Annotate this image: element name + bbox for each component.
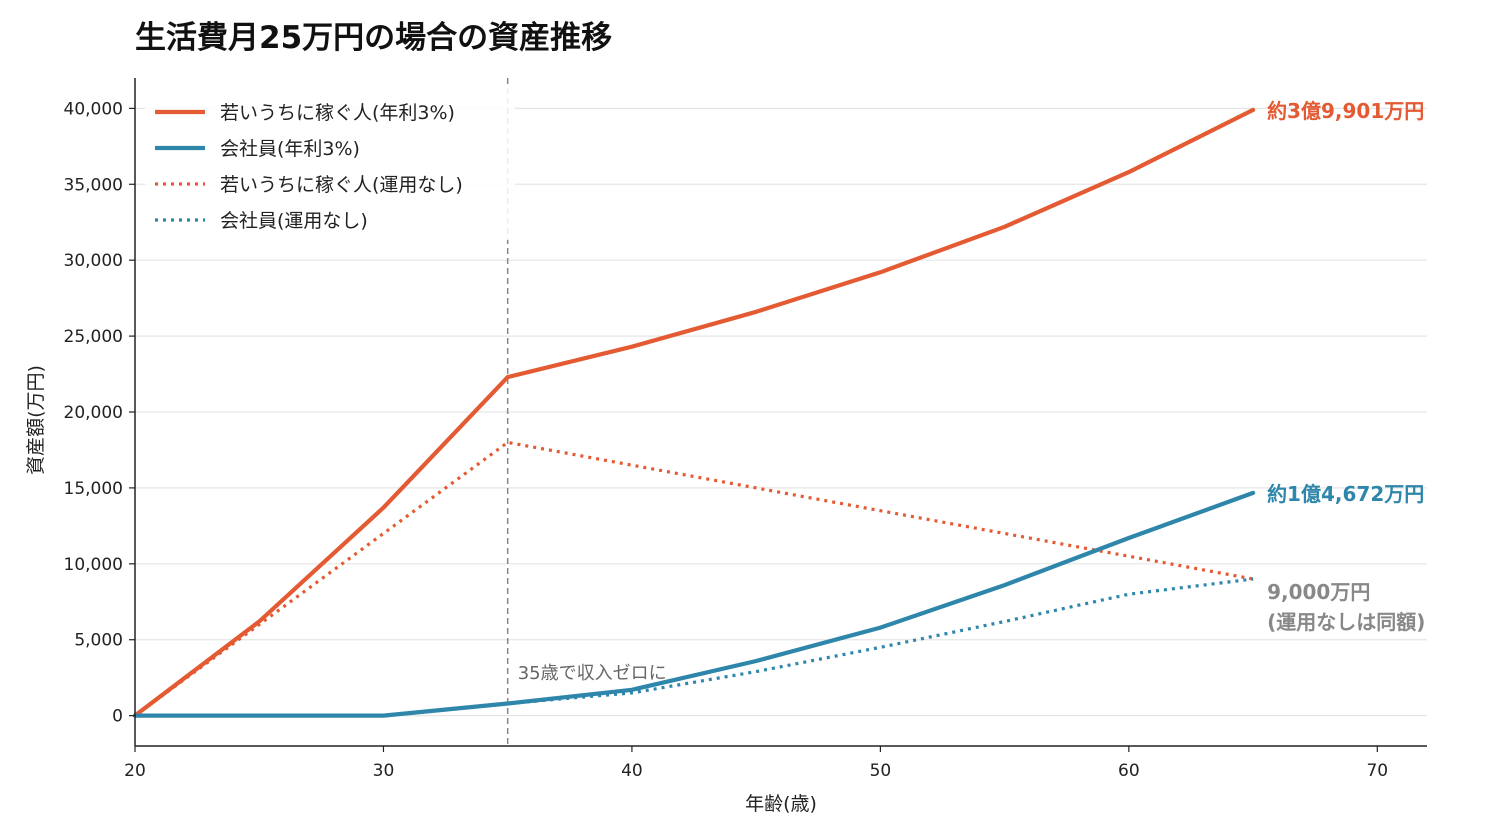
end-label-3: 9,000万円 [1267,580,1370,604]
y-axis-label: 資産額(万円) [25,365,47,475]
y-tick-label: 35,000 [64,175,123,195]
x-tick-label: 60 [1118,761,1140,781]
x-tick-label: 50 [870,761,892,781]
legend-background [145,88,515,240]
y-tick-label: 25,000 [64,327,123,347]
x-tick-label: 30 [373,761,395,781]
end-label-2: 約1億4,672万円 [1267,482,1424,506]
x-tick-label: 70 [1366,761,1388,781]
x-tick-label: 40 [621,761,643,781]
legend: 若いうちに稼ぐ人(年利3%) 会社員(年利3%) 若いうちに稼ぐ人(運用なし) 会社員… [145,88,515,240]
y-tick-label: 15,000 [64,479,123,499]
x-tick-label: 20 [124,761,146,781]
legend-label-1: 若いうちに稼ぐ人(年利3%) [220,102,455,124]
chart-title: 生活費月25万円の場合の資産推移 [135,20,612,56]
y-tick-label: 40,000 [64,99,123,119]
end-label-4: (運用なしは同額) [1267,610,1425,634]
y-tick-label: 0 [112,707,123,727]
series-lines [132,107,1256,718]
legend-label-4: 会社員(運用なし) [220,210,368,232]
grid-lines [135,107,1427,717]
series-line-3 [134,440,1254,717]
vertical-marker-label: 35歳で収入ゼロに [518,663,667,684]
y-tick-label: 10,000 [64,555,123,575]
end-label-1: 約3億9,901万円 [1267,99,1424,123]
series-line-1 [132,107,1256,718]
y-tick-label: 30,000 [64,251,123,271]
y-ticks: 0 5,000 10,000 15,000 20,000 25,000 30,000 35,0… [64,99,135,727]
legend-label-3: 若いうちに稼ぐ人(運用なし) [220,174,463,196]
series-line-2 [132,490,1256,718]
x-axis-label: 年齢(歳) [745,793,817,815]
series-line-4 [135,577,1254,718]
y-tick-label: 5,000 [74,631,123,651]
legend-label-2: 会社員(年利3%) [220,138,360,160]
y-tick-label: 20,000 [64,403,123,423]
x-ticks: 20 30 40 50 60 70 [124,746,1388,781]
